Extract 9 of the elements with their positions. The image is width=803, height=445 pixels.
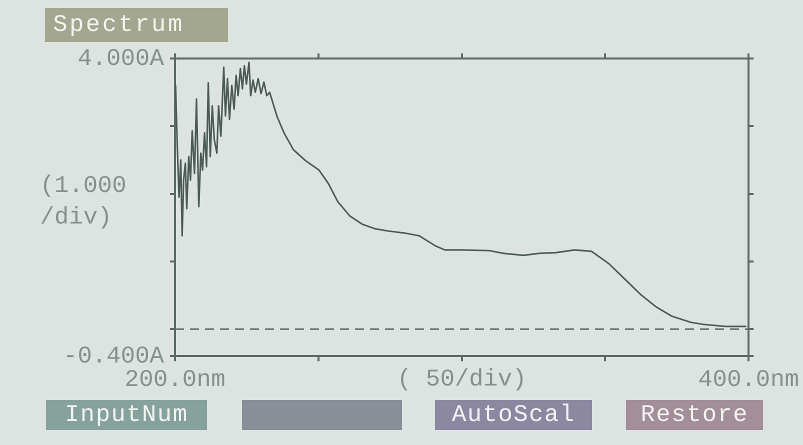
chart-title: Spectrum (53, 12, 184, 38)
y-tick-label: 4.000A (78, 46, 165, 73)
button: AutoScal (435, 400, 592, 430)
button: InputNum (46, 400, 207, 430)
title-tab: Spectrum (45, 8, 228, 42)
y-axis-title: (1.000 /div) (40, 173, 126, 232)
x-tick-label: 400.0nm (698, 366, 800, 394)
button: Restore (626, 400, 763, 430)
x-axis-title: ( 50/div) (396, 366, 527, 394)
